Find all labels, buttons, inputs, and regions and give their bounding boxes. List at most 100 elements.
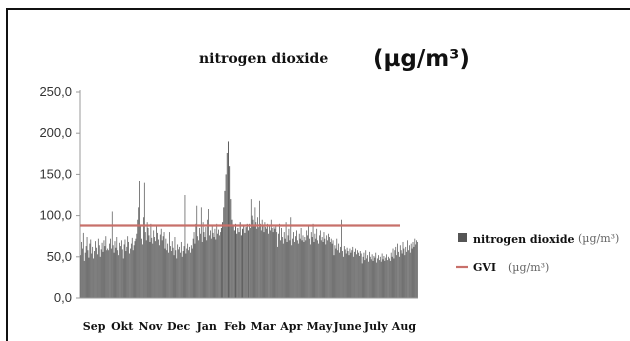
daily-bar (342, 256, 344, 298)
daily-bar (110, 238, 111, 298)
daily-bar (87, 250, 89, 298)
daily-bar (303, 241, 305, 298)
daily-bar (148, 235, 150, 298)
daily-bar (159, 234, 161, 298)
daily-bar (351, 250, 353, 298)
daily-bar (381, 253, 383, 298)
daily-bar (120, 246, 121, 298)
daily-bar (285, 222, 287, 298)
daily-bar (384, 260, 386, 298)
daily-bar (393, 258, 395, 298)
daily-bar (340, 246, 341, 298)
daily-bar (127, 236, 129, 298)
daily-bar (119, 242, 120, 298)
daily-bar (179, 246, 180, 298)
daily-bar (257, 217, 258, 298)
daily-bar (145, 240, 147, 298)
daily-bar (121, 249, 123, 298)
daily-bar (338, 243, 340, 298)
daily-bar (210, 230, 211, 298)
daily-bar (346, 247, 348, 298)
daily-bar (297, 243, 299, 298)
x-tick-label: Mar (251, 320, 276, 333)
legend-label-gvi: GVI (473, 261, 496, 274)
daily-bar (395, 246, 397, 298)
daily-bar (171, 241, 173, 298)
daily-bar (105, 236, 107, 298)
daily-bar (224, 190, 226, 298)
legend-label-nitrogen-dioxide: nitrogen dioxide (473, 233, 575, 246)
daily-bar (134, 241, 136, 298)
daily-bar (372, 260, 374, 298)
legend: nitrogen dioxide (µg/m³) GVI (µg/m³) (456, 232, 619, 274)
daily-bar (106, 250, 108, 298)
daily-bar (399, 245, 401, 298)
daily-bar (169, 232, 170, 298)
daily-bar (272, 232, 274, 298)
daily-bar (231, 219, 233, 298)
daily-bar (359, 251, 361, 298)
daily-bar (373, 255, 375, 298)
daily-bar (301, 240, 303, 298)
daily-bar (252, 219, 254, 298)
daily-bar (281, 237, 283, 298)
daily-bar (152, 243, 154, 298)
daily-bar (125, 251, 127, 298)
daily-bar (416, 240, 417, 298)
daily-bar (302, 235, 304, 298)
daily-bar (352, 246, 354, 298)
daily-bar (409, 252, 411, 298)
daily-bar (376, 262, 378, 298)
daily-bar (268, 233, 269, 298)
daily-bar (210, 238, 212, 298)
daily-bar (276, 232, 278, 298)
daily-bar (202, 222, 204, 298)
daily-bar (93, 258, 94, 298)
x-tick-label: Apr (279, 320, 302, 333)
legend-unit-nitrogen-dioxide: (µg/m³) (578, 232, 619, 245)
daily-bar (349, 248, 351, 298)
daily-bar (247, 230, 249, 298)
daily-bar (327, 240, 328, 298)
daily-bar (299, 238, 301, 298)
legend-unit-gvi: (µg/m³) (508, 261, 549, 274)
daily-bar (328, 233, 329, 298)
daily-bar (371, 254, 373, 298)
daily-bar (315, 238, 317, 298)
daily-bar (176, 258, 178, 298)
daily-bar (232, 225, 234, 298)
daily-bar (180, 241, 182, 298)
daily-bar (80, 255, 81, 298)
daily-bar (275, 225, 277, 298)
daily-bar (325, 244, 327, 298)
daily-bar (389, 258, 390, 298)
daily-bar (90, 239, 92, 298)
daily-bar (237, 227, 239, 298)
daily-bar (365, 250, 367, 298)
daily-bar (156, 225, 157, 298)
daily-bar (304, 237, 306, 298)
daily-bar (198, 240, 199, 298)
daily-bar (312, 223, 314, 298)
daily-bar (258, 227, 259, 298)
daily-bar (391, 256, 393, 298)
daily-bar (261, 219, 263, 298)
daily-bar (149, 241, 151, 298)
daily-bar (144, 232, 146, 298)
daily-bar (130, 243, 132, 298)
daily-bar (86, 237, 88, 298)
daily-bar (337, 250, 339, 298)
daily-bar (369, 251, 370, 298)
daily-bar (375, 252, 377, 298)
daily-bar (187, 243, 189, 298)
daily-bar (163, 232, 165, 298)
daily-bar (196, 205, 198, 298)
daily-bar (366, 258, 368, 298)
daily-bar (360, 253, 362, 298)
daily-bar (139, 180, 140, 298)
daily-bar (157, 232, 158, 298)
daily-bar (135, 238, 137, 298)
daily-bar (310, 232, 312, 298)
daily-bar (177, 244, 179, 298)
daily-bar (133, 245, 135, 298)
